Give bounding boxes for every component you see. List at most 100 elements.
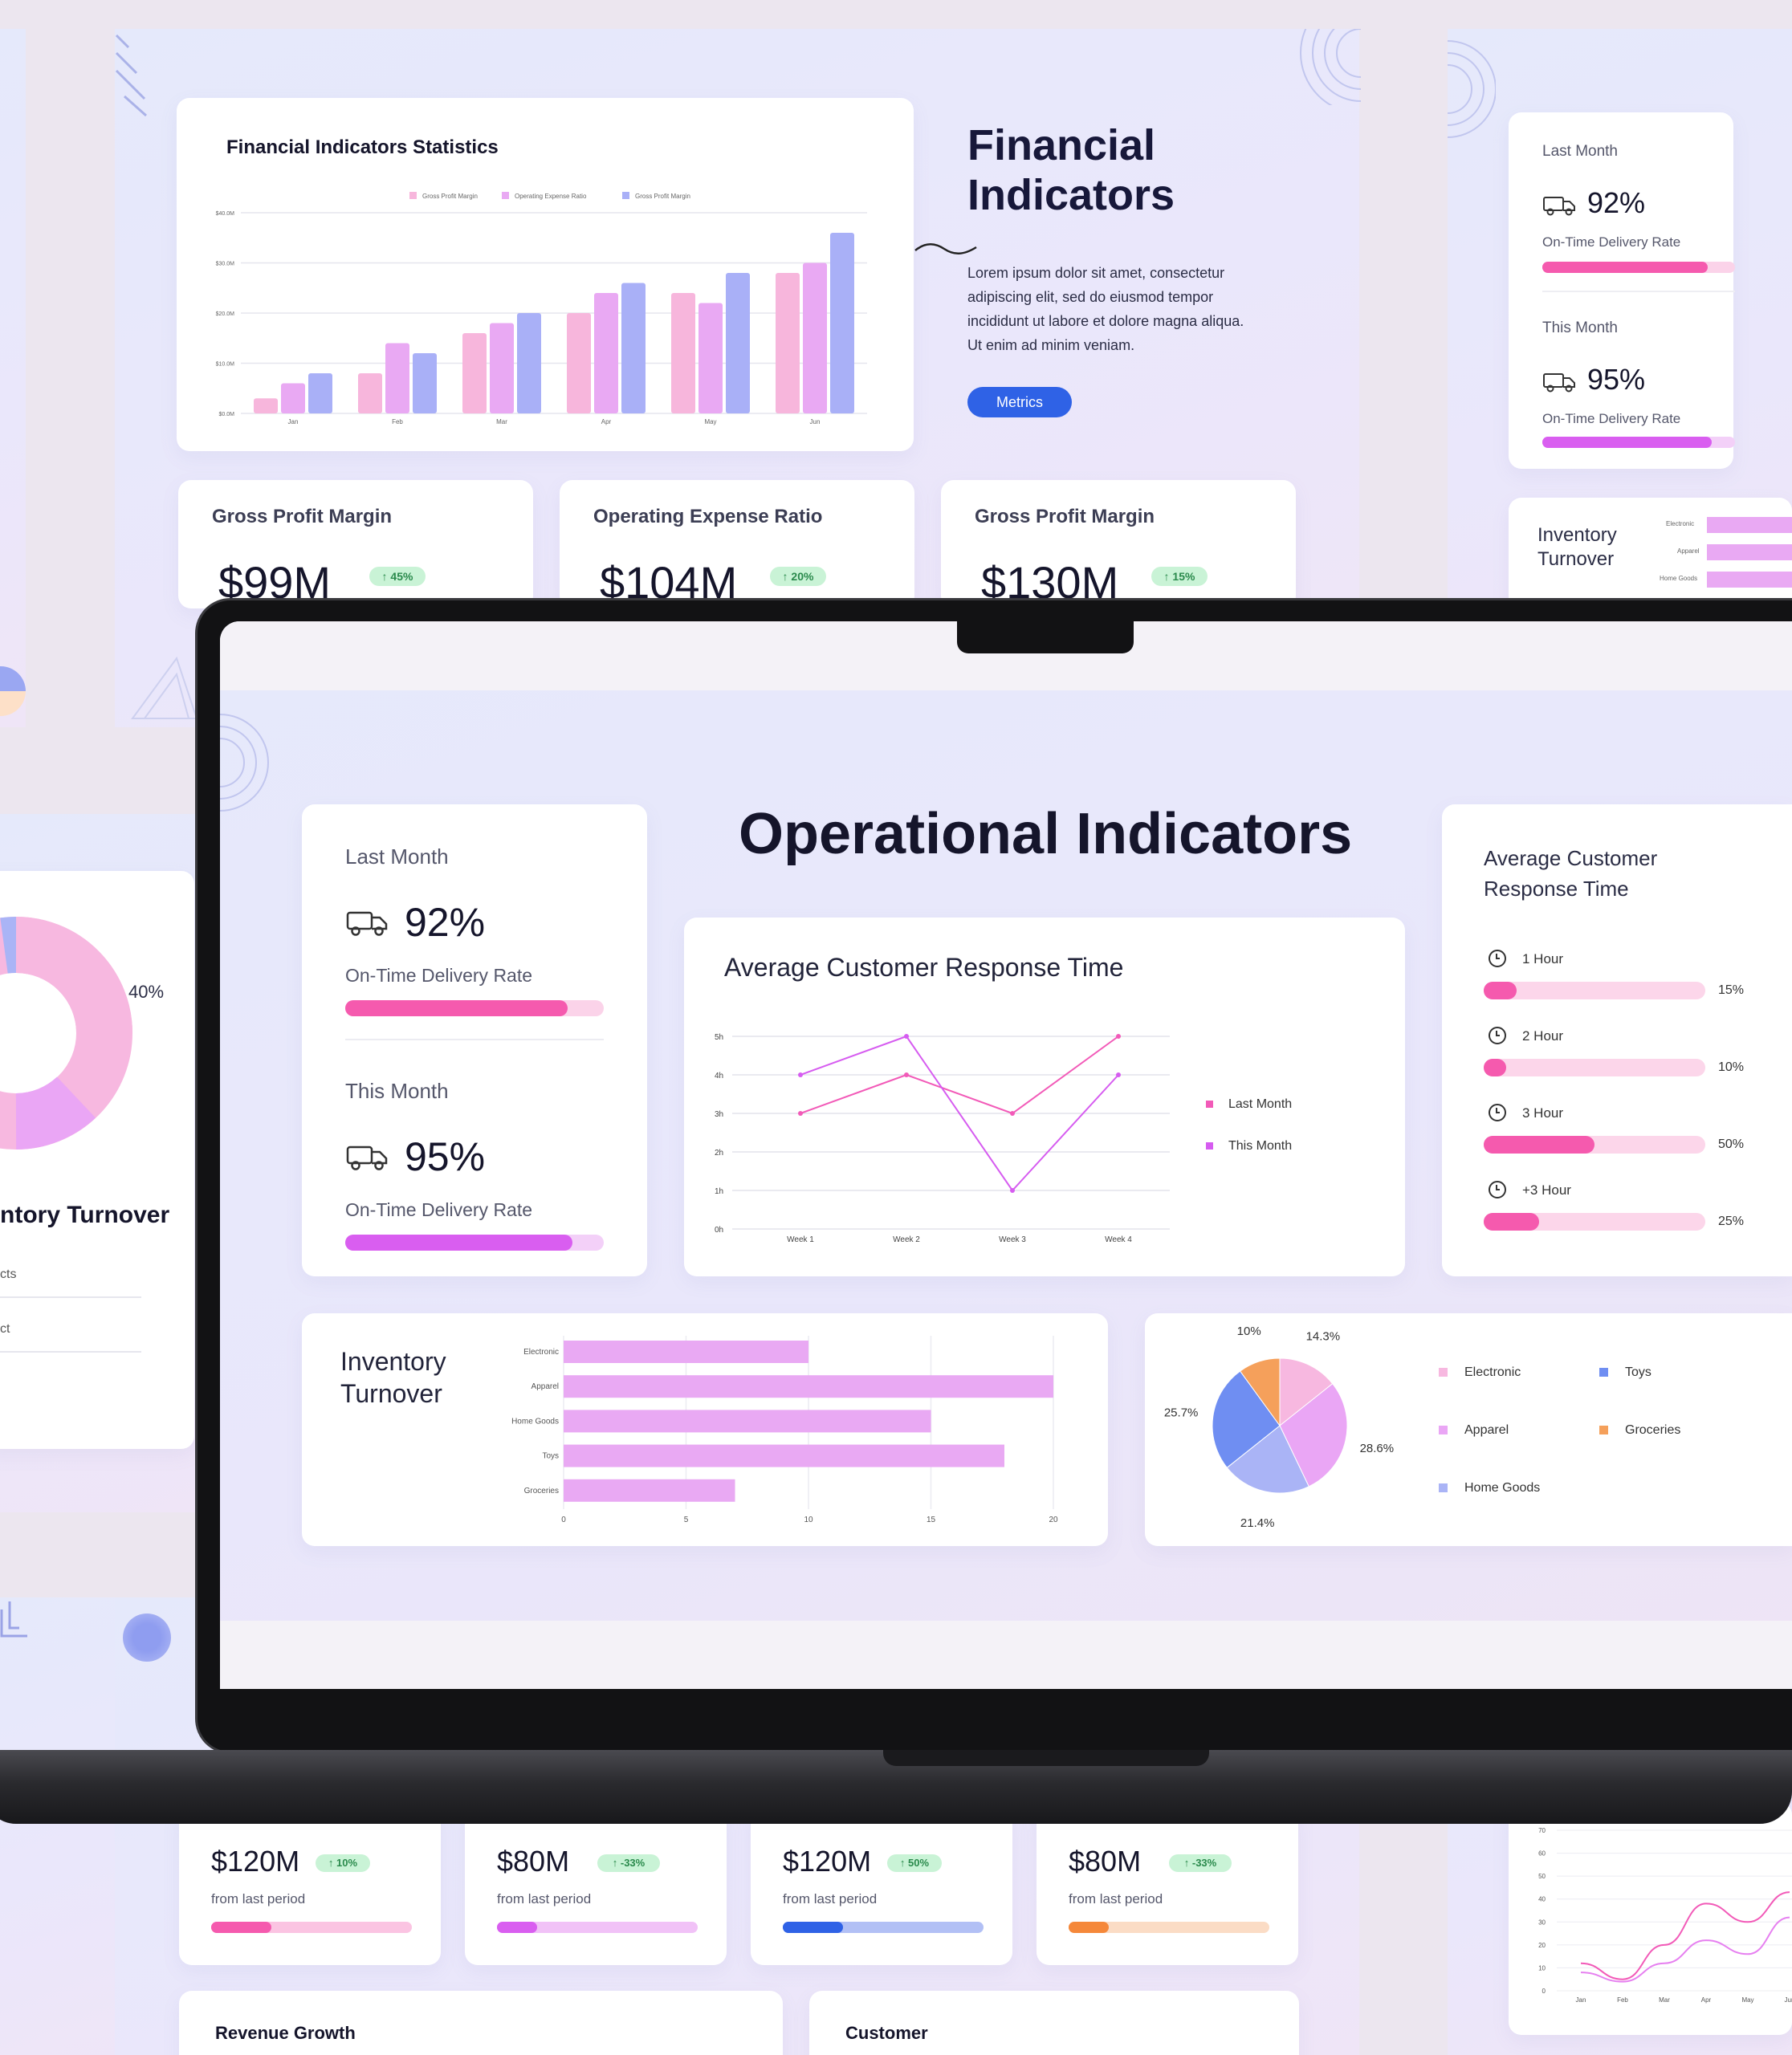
financial-bar-chart: Gross Profit Margin Operating Expense Rat… <box>216 192 867 425</box>
mini-bar-label: Apparel <box>1677 547 1700 555</box>
kpi-change-badge: ↑ 20% <box>770 567 826 586</box>
bar <box>671 293 695 413</box>
data-point <box>904 1034 909 1039</box>
y-tick-label: 1h <box>715 1187 723 1196</box>
response-item-progress <box>1484 1136 1705 1154</box>
inventory-title-line1: Inventory <box>340 1347 446 1376</box>
x-tick-label: May <box>704 418 716 425</box>
left-top-slide <box>0 29 26 727</box>
financial-heading-line2: Indicators <box>967 171 1175 219</box>
last-month-progress <box>345 1000 604 1016</box>
last-month-caption: On-Time Delivery Rate <box>345 965 533 986</box>
this-month-caption: On-Time Delivery Rate <box>345 1199 533 1220</box>
legend-label: Apparel <box>1464 1423 1509 1437</box>
kpi-caption: from last period <box>783 1891 878 1906</box>
kpi-title: Gross Profit Margin <box>212 506 393 527</box>
bar <box>254 398 278 413</box>
progress-fill <box>345 1235 573 1251</box>
divider <box>0 1351 141 1353</box>
x-tick-label: 0 <box>561 1516 566 1524</box>
x-tick-label: Week 2 <box>893 1235 920 1244</box>
financial-heading: Financial Indicators <box>967 120 1175 220</box>
right-line-chart-card: 0 10 20 30 40 50 60 70 Jan Feb Mar Apr May Jun <box>1509 1802 1792 2035</box>
pie-label: 25.7% <box>1164 1406 1199 1419</box>
bar <box>564 1479 735 1502</box>
bar <box>564 1375 1053 1398</box>
left-inventory-card: 40% ntory Turnover cts ct <box>0 871 194 1449</box>
last-month-label: Last Month <box>1542 143 1618 160</box>
response-item-label: 1 Hour <box>1522 951 1564 966</box>
bar <box>385 343 409 413</box>
legend-swatch <box>502 192 509 199</box>
decorative-arcs <box>220 714 269 812</box>
bar <box>830 233 854 413</box>
pie-slice <box>1239 1357 1281 1427</box>
mini-bar <box>1707 572 1792 588</box>
legend-label: Operating Expense Ratio <box>515 193 587 200</box>
y-tick-label: Electronic <box>523 1348 559 1357</box>
series-line <box>800 1036 1119 1115</box>
metrics-button[interactable]: Metrics <box>967 387 1072 417</box>
y-tick-label: Home Goods <box>511 1417 559 1426</box>
legend-label: Gross Profit Margin <box>635 193 690 200</box>
bar <box>621 283 646 413</box>
kpi-card-gross-profit: Gross Profit Margin $99M ↑ 45% <box>178 480 533 608</box>
response-item-label: +3 Hour <box>1522 1182 1571 1198</box>
response-item-label: 2 Hour <box>1522 1028 1564 1044</box>
truck-icon <box>1543 197 1575 216</box>
y-tick-label: $20.0M <box>216 311 235 317</box>
y-tick-label: $10.0M <box>216 362 235 368</box>
legend-swatch <box>1439 1368 1448 1377</box>
left-card-title: ntory Turnover <box>0 1202 170 1228</box>
mini-bar-label: Electronic <box>1666 520 1695 527</box>
this-month-progress <box>1542 437 1735 448</box>
decorative-arcs <box>1448 40 1496 138</box>
kpi-card-operating-expense: Operating Expense Ratio $104M ↑ 20% <box>560 480 914 608</box>
x-tick-label: 20 <box>1049 1516 1058 1524</box>
y-tick-label: $0.0M <box>219 412 235 417</box>
bar <box>567 313 591 413</box>
y-tick-label: $40.0M <box>216 211 235 217</box>
pie-slice <box>1226 1425 1309 1494</box>
progress-fill <box>211 1922 271 1933</box>
inventory-title: Inventory Turnover <box>1537 523 1617 572</box>
response-item-progress <box>1484 1213 1705 1231</box>
legend-swatch <box>1206 1142 1213 1150</box>
progress-fill <box>1484 1213 1539 1231</box>
x-tick-label: 10 <box>804 1516 813 1524</box>
progress-fill <box>1542 262 1709 273</box>
truck-icon <box>346 911 388 936</box>
breakdown-title-line2: Response Time <box>1484 877 1629 901</box>
ops-title: Operational Indicators <box>739 802 1353 866</box>
left-row: cts <box>0 1268 17 1281</box>
laptop-hinge-notch <box>883 1750 1209 1766</box>
mini-bar <box>1707 544 1792 560</box>
y-tick-label: 40 <box>1538 1896 1546 1903</box>
y-tick-label: Toys <box>542 1452 559 1461</box>
y-tick-label: Apparel <box>531 1382 559 1391</box>
kpi-change-badge: ↑ 10% <box>316 1854 370 1872</box>
y-tick-label: Groceries <box>524 1487 559 1495</box>
kpi-value: $80M <box>497 1845 570 1878</box>
response-item-percent: 50% <box>1718 1137 1745 1151</box>
last-month-label: Last Month <box>345 844 449 869</box>
this-month-caption: On-Time Delivery Rate <box>1542 411 1681 426</box>
bottom-kpi-card: $120M ↑ 50% from last period <box>751 1805 1012 1965</box>
response-item-percent: 10% <box>1718 1060 1745 1074</box>
y-tick-label: 0 <box>1542 1988 1546 1995</box>
kpi-value: $120M <box>783 1845 872 1878</box>
x-tick-label: Week 4 <box>1105 1235 1132 1244</box>
response-chart-title: Average Customer Response Time <box>724 953 1124 982</box>
donut-chart <box>0 917 132 1150</box>
legend-label: This Month <box>1228 1139 1292 1153</box>
financial-heading-line1: Financial <box>967 121 1156 169</box>
x-tick-label: 15 <box>927 1516 936 1524</box>
x-tick-label: Feb <box>1617 1996 1628 2004</box>
clock-icon <box>1489 950 1506 967</box>
kpi-caption: from last period <box>1069 1891 1163 1906</box>
divider <box>345 1039 604 1040</box>
this-month-value: 95% <box>405 1134 486 1179</box>
ops-category-pie-card: 14.3% 28.6% 21.4% 25.7% 10% Electronic Apparel… <box>1145 1313 1792 1546</box>
progress-fill <box>497 1922 537 1933</box>
y-tick-label: 0h <box>715 1226 723 1235</box>
